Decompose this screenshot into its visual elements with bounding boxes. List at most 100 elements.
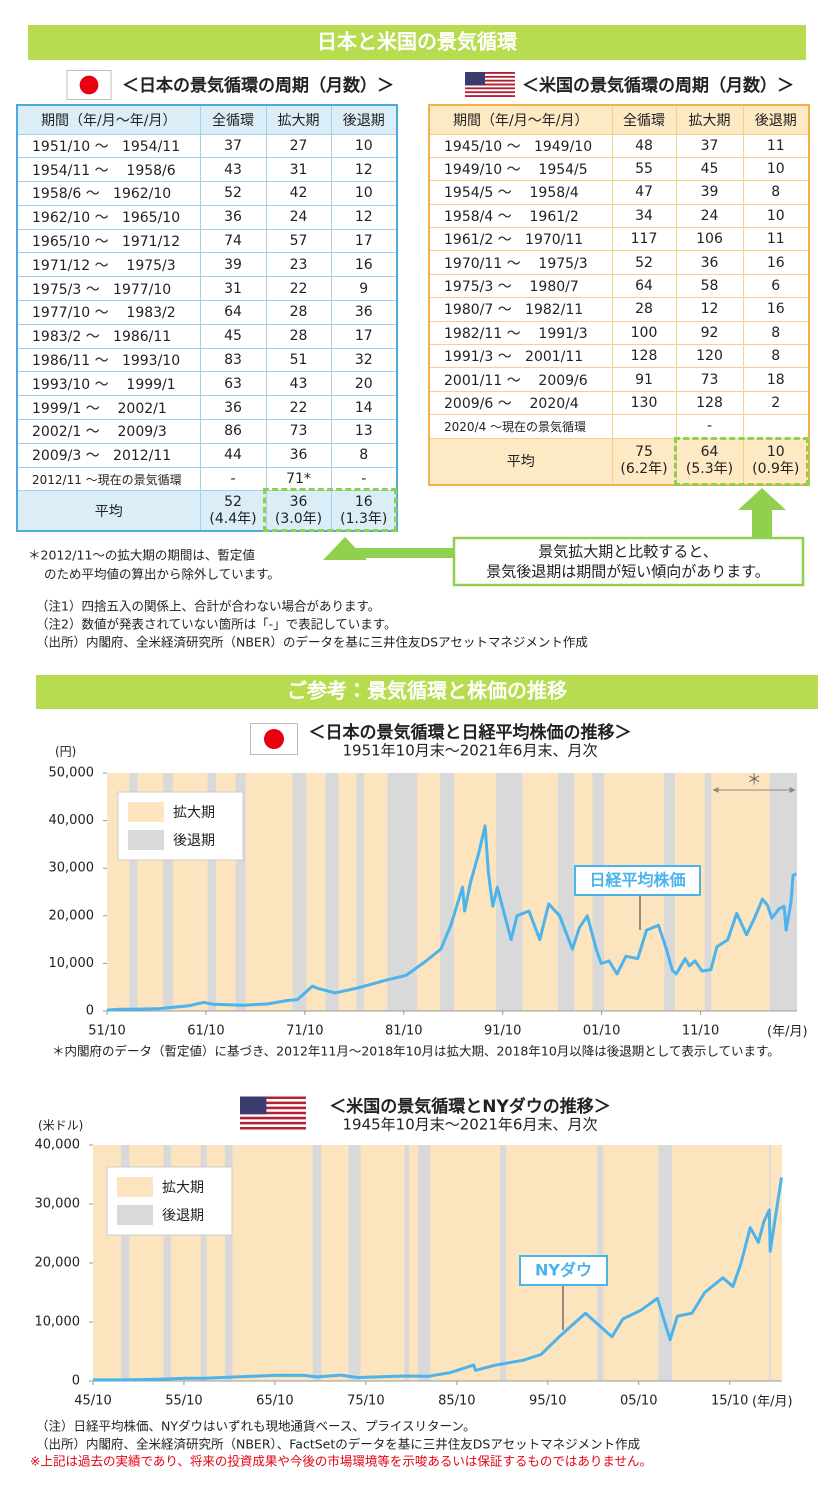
value-cell: 73 [265, 419, 332, 444]
us-flag [465, 71, 515, 98]
value-cell: 43 [265, 371, 332, 397]
value-cell: 34 [611, 203, 677, 229]
period-cell: 1961/2 ～ 1970/11 [428, 227, 613, 252]
average-value: (0.9年) [752, 461, 800, 478]
column-header: 全循環 [611, 104, 677, 135]
value-cell: 43 [199, 157, 267, 183]
series-label-box [519, 1255, 608, 1286]
x-tick-label: 71/10 [286, 1024, 323, 1039]
value-cell: 64 [611, 273, 677, 299]
x-tick-label: 81/10 [385, 1024, 422, 1039]
average-value: 64 [700, 444, 719, 461]
value-cell: 20 [330, 371, 398, 397]
table-row: 1975/3 ～ 1980/7 64 58 6 [428, 273, 810, 299]
legend-label: 後退期 [173, 833, 215, 849]
arrow-to-us [738, 488, 786, 510]
period-cell: 1954/5 ～ 1958/4 [428, 180, 613, 205]
y-tick-label: 0 [86, 1004, 94, 1019]
footer-note: （出所）内閣府、全米経済研究所（NBER）、FactSetのデータを基に三井住友… [36, 1437, 640, 1452]
period-cell: 1958/4 ～ 1961/2 [428, 203, 613, 229]
value-cell: 11 [742, 133, 810, 158]
average-value: 16 [354, 493, 373, 510]
period-cell: 1954/11 ～ 1958/6 [16, 157, 201, 183]
us-table-title: ＜米国の景気循環の周期（月数）＞ [522, 75, 794, 96]
average-cell: 10 (0.9年) [742, 437, 810, 486]
x-tick-label: 51/10 [88, 1024, 125, 1039]
average-value: 52 [224, 493, 242, 510]
column-header: 全循環 [199, 104, 267, 135]
table-row: 1954/11 ～ 1958/6 43 31 12 [16, 157, 398, 183]
table-row: 1980/7 ～ 1982/11 28 12 16 [428, 297, 810, 322]
recession-band [235, 773, 246, 1011]
value-cell: 36 [265, 442, 332, 468]
value-cell: 17 [330, 228, 398, 254]
value-cell: 6 [742, 273, 810, 299]
table-row: 1962/10 ～ 1965/10 36 24 12 [16, 204, 398, 230]
column-header: 後退期 [742, 104, 810, 135]
value-cell: 8 [330, 442, 398, 468]
arrow-stem [345, 548, 455, 558]
table-row: 1954/5 ～ 1958/4 47 39 8 [428, 180, 810, 205]
y-tick-label: 10,000 [35, 1315, 81, 1330]
value-cell: 55 [611, 156, 677, 182]
recession-band [163, 773, 173, 1011]
y-unit: (円) [55, 745, 76, 759]
note: （注1）四捨五入の関係上、合計が合わない場合があります。 [36, 599, 380, 614]
period-cell: 1975/3 ～ 1977/10 [16, 276, 201, 302]
table-row: 2020/4 ～現在の景気循環 - [428, 414, 810, 439]
value-cell: 28 [611, 297, 677, 322]
legend-swatch [128, 802, 164, 822]
value-cell: 36 [675, 250, 744, 275]
highlight-box [263, 488, 397, 532]
x-tick-label: 61/10 [187, 1024, 224, 1039]
callout-box [452, 536, 805, 587]
table-row: 1951/10 ～ 1954/11 37 27 10 [16, 133, 398, 159]
recession-band [769, 1145, 771, 1381]
value-cell: 16 [742, 250, 810, 275]
value-cell: 71* [265, 466, 332, 492]
footnote-star: ＊2012/11～の拡大期の期間は、暫定値 [28, 548, 255, 563]
value-cell: 117 [611, 227, 677, 252]
y-tick-label: 0 [72, 1374, 80, 1389]
note: （出所）内閣府、全米経済研究所（NBER）のデータを基に三井住友DSアセットマネ… [36, 635, 588, 650]
table-row: 1958/4 ～ 1961/2 34 24 10 [428, 203, 810, 229]
table-row: 1945/10 ～ 1949/10 48 37 11 [428, 133, 810, 158]
period-cell: 2020/4 ～現在の景気循環 [428, 414, 613, 439]
column-header: 期間（年/月～年/月） [16, 104, 201, 135]
recession-band [121, 1145, 130, 1381]
value-cell: 8 [742, 180, 810, 205]
recession-band [496, 773, 523, 1011]
value-cell: 120 [675, 344, 744, 369]
recession-band [292, 773, 307, 1011]
header-bar [28, 25, 806, 60]
table-row: 2012/11 ～現在の景気循環 -71* - [16, 466, 398, 492]
value-cell: 36 [199, 204, 267, 230]
series-label-box [574, 865, 701, 896]
recession-band [356, 773, 365, 1011]
x-tick-label: 55/10 [165, 1394, 202, 1409]
value-cell: 10 [330, 181, 398, 206]
value-cell: 9 [330, 276, 398, 302]
table-row: 1971/12 ～ 1975/3 39 23 16 [16, 252, 398, 278]
y-tick-label: 50,000 [49, 766, 95, 781]
value-cell: 16 [330, 252, 398, 278]
value-cell: - [675, 414, 744, 439]
value-cell [611, 414, 677, 439]
value-cell: 12 [330, 157, 398, 183]
average-value: (4.4年) [209, 510, 257, 527]
y-tick-label: 30,000 [35, 1197, 81, 1212]
value-cell: 45 [199, 323, 267, 349]
value-cell: 128 [675, 390, 744, 416]
price-line [93, 1177, 783, 1382]
disclaimer: ※上記は過去の実績であり、将来の投資成果や今後の市場環境等を示唆あるいは保証する… [30, 1454, 652, 1469]
x-tick-label: 65/10 [256, 1394, 293, 1409]
period-cell: 1991/3 ～ 2001/11 [428, 344, 613, 369]
recession-band [163, 1145, 172, 1381]
note: （注2）数値が発表されていない箇所は「-」で表記しています。 [36, 617, 396, 632]
section-title: ご参考：景気循環と株価の推移 [287, 679, 567, 703]
value-cell: 64 [199, 300, 267, 325]
annotation-text: ＊ [747, 771, 762, 789]
value-cell: 8 [742, 344, 810, 369]
value-cell: 91 [611, 367, 677, 392]
recession-band [658, 1145, 673, 1381]
